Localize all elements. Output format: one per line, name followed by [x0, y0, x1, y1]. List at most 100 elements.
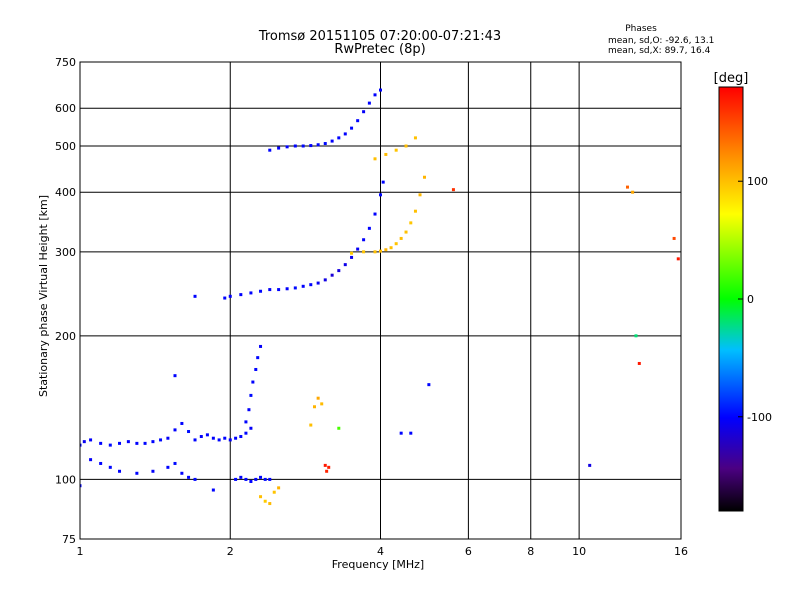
scatter-point — [247, 408, 251, 412]
scatter-point — [413, 209, 417, 213]
scatter-point — [268, 502, 272, 506]
scatter-point — [180, 421, 184, 425]
y-axis-ticks: 75 100 200 300 400 500 600 750 — [55, 56, 76, 546]
scatter-point — [80, 443, 82, 447]
scatter-points — [80, 88, 680, 506]
scatter-point — [343, 263, 347, 267]
scatter-point — [80, 484, 82, 488]
scatter-point — [309, 283, 313, 287]
scatter-point — [427, 383, 431, 387]
scatter-point — [249, 479, 253, 483]
plot-frame — [79, 61, 682, 540]
stats-line-x: mean, sd,X: 89.7, 16.4 — [608, 46, 711, 56]
scatter-point — [193, 477, 197, 481]
scatter-point — [228, 438, 232, 442]
scatter-point — [676, 257, 680, 261]
scatter-point — [451, 188, 455, 192]
scatter-point — [259, 289, 263, 293]
scatter-point — [293, 286, 297, 290]
scatter-point — [285, 145, 289, 149]
scatter-point — [631, 190, 635, 194]
scatter-point — [394, 148, 398, 152]
y-axis-label: Stationary phase Virtual Height [km] — [37, 195, 50, 397]
scatter-point — [173, 428, 177, 432]
stats-heading: Phases — [625, 24, 657, 34]
scatter-point — [356, 119, 360, 123]
scatter-point — [256, 356, 260, 360]
y-tick-label: 100 — [55, 473, 76, 486]
scatter-point — [193, 438, 197, 442]
scatter-point — [268, 477, 272, 481]
scatter-point — [159, 438, 163, 442]
scatter-point — [316, 143, 320, 147]
scatter-point — [268, 288, 272, 292]
scatter-point — [223, 296, 227, 300]
scatter-point — [239, 475, 243, 479]
scatter-point — [263, 477, 267, 481]
scatter-point — [309, 423, 313, 427]
scatter-point — [239, 435, 243, 439]
scatter-point — [249, 426, 253, 430]
scatter-point — [173, 461, 177, 465]
scatter-point — [151, 469, 155, 473]
scatter-point — [404, 144, 408, 148]
scatter-point — [285, 287, 289, 291]
scatter-point — [293, 144, 297, 148]
scatter-point — [413, 136, 417, 140]
scatter-point — [151, 440, 155, 444]
scatter-point — [634, 334, 638, 338]
scatter-point — [418, 193, 422, 197]
scatter-point — [249, 393, 253, 397]
scatter-point — [337, 426, 341, 430]
scatter-point — [373, 212, 377, 216]
scatter-point — [173, 374, 177, 378]
scatter-point — [330, 273, 334, 277]
scatter-point — [367, 101, 371, 105]
scatter-point — [199, 435, 203, 439]
x-tick-label: 10 — [572, 545, 586, 558]
scatter-point — [254, 477, 258, 481]
x-tick-label: 16 — [674, 545, 688, 558]
scatter-point — [325, 469, 329, 473]
scatter-point — [234, 436, 238, 440]
scatter-point — [327, 465, 331, 469]
scatter-point — [108, 465, 112, 469]
scatter-point — [309, 144, 313, 148]
x-tick-label: 2 — [227, 545, 234, 558]
scatter-point — [637, 361, 641, 365]
scatter-point — [588, 463, 592, 467]
scatter-point — [187, 475, 191, 479]
scatter-point — [362, 250, 366, 254]
scatter-point — [373, 157, 377, 161]
scatter-point — [193, 294, 197, 298]
scatter-point — [251, 380, 255, 384]
x-axis-label: Frequency [MHz] — [332, 558, 424, 571]
scatter-point — [343, 132, 347, 136]
scatter-point — [277, 288, 281, 292]
scatter-point — [379, 193, 382, 197]
scatter-point — [384, 248, 388, 252]
scatter-point — [234, 477, 238, 481]
y-tick-label: 750 — [55, 56, 76, 69]
scatter-point — [259, 344, 263, 348]
scatter-point — [337, 269, 341, 273]
scatter-point — [301, 284, 305, 288]
scatter-point — [316, 396, 320, 400]
scatter-point — [350, 255, 354, 259]
scatter-point — [211, 488, 215, 492]
scatter-point — [166, 436, 170, 440]
scatter-point — [367, 226, 371, 230]
scatter-point — [223, 436, 227, 440]
x-tick-label: 8 — [527, 545, 534, 558]
scatter-point — [320, 402, 324, 406]
scatter-point — [187, 430, 191, 434]
scatter-point — [394, 242, 398, 246]
scatter-point — [244, 420, 248, 424]
scatter-point — [272, 490, 276, 494]
scatter-point — [126, 440, 130, 444]
scatter-point — [316, 281, 320, 285]
scatter-point — [323, 463, 327, 467]
plot-grid — [80, 62, 681, 539]
colorbar-ticks: 100 0 -100 — [738, 175, 772, 424]
scatter-point — [277, 146, 281, 150]
